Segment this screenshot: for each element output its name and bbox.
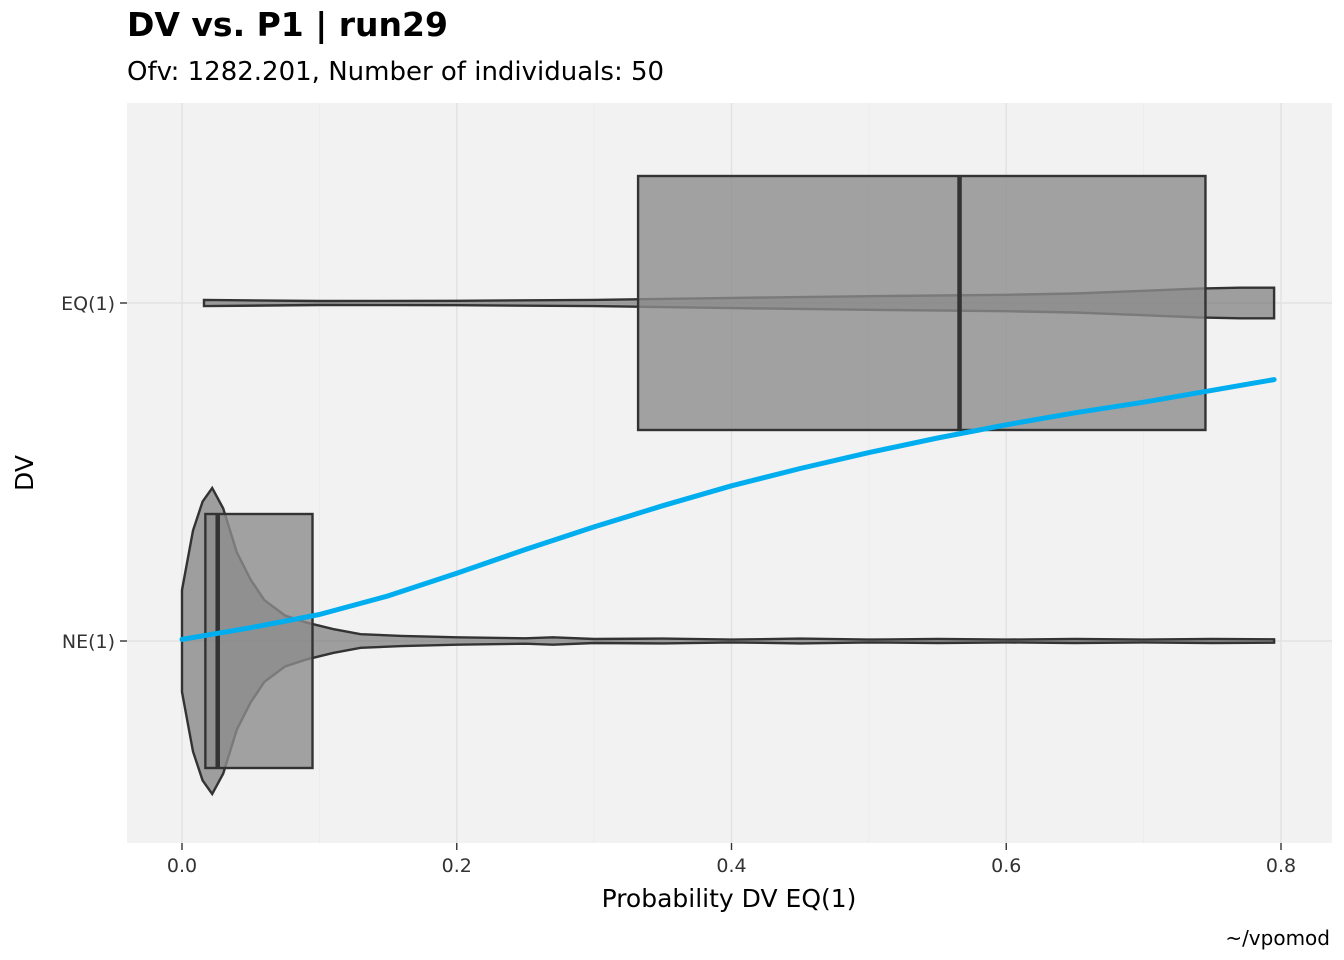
x-tick-label: 0.2: [442, 855, 472, 877]
box-ne1: [204, 512, 314, 770]
y-axis-title: DV: [10, 455, 39, 491]
y-axis: NE(1) EQ(1): [61, 293, 127, 653]
chart-subtitle: Ofv: 1282.201, Number of individuals: 50: [127, 57, 664, 87]
x-axis: 0.0 0.2 0.4 0.6 0.8: [167, 843, 1296, 877]
smooth-line: [179, 377, 1277, 642]
x-tick-label: 0.8: [1266, 855, 1296, 877]
chart-title: DV vs. P1 | run29: [127, 5, 448, 44]
x-tick-label: 0.4: [716, 855, 746, 877]
x-axis-title: Probability DV EQ(1): [602, 884, 857, 913]
x-tick-label: 0.0: [167, 855, 197, 877]
boxes: [204, 174, 1207, 770]
x-tick-label: 0.6: [991, 855, 1021, 877]
y-tick-label: EQ(1): [61, 293, 115, 315]
caption: ~/vpomod: [1225, 926, 1330, 950]
box-eq1: [636, 174, 1207, 432]
y-tick-label: NE(1): [62, 631, 115, 653]
